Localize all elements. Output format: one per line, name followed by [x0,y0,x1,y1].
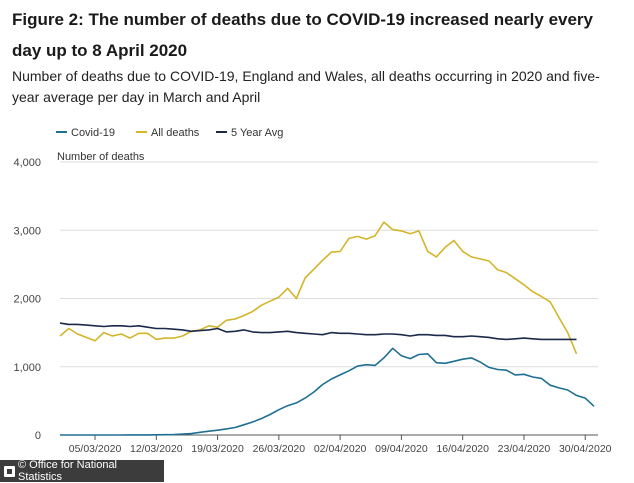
legend-label-all_deaths: All deaths [151,127,200,139]
x-tick-label: 05/03/2020 [69,443,122,455]
y-axis-label: Number of deaths [57,151,145,163]
x-tick-label: 09/04/2020 [375,443,428,455]
x-axis-ticks: 05/03/2020 12/03/2020 19/03/2020 26/03/2020… [69,435,612,455]
chart-legend: Covid-19 All deaths 5 Year Avg [56,127,283,139]
x-tick-label: 19/03/2020 [191,443,244,455]
series-line-all_deaths [59,221,578,355]
source-text: © Office for National Statistics [18,459,117,483]
y-tick-label: 4,000 [13,157,41,169]
legend-label-covid: Covid-19 [71,127,115,139]
figure-subtitle: Number of deaths due to COVID-19, Englan… [12,68,600,105]
y-tick-label: 2,000 [13,294,41,306]
x-tick-label: 30/04/2020 [559,443,612,455]
x-tick-label: 26/03/2020 [253,443,306,455]
x-tick-label: 16/04/2020 [436,443,489,455]
y-axis-ticks: 0 1,000 2,000 3,000 4,000 [13,157,41,442]
y-tick-label: 3,000 [13,225,41,237]
ons-logo-icon [4,465,15,477]
y-tick-label: 0 [35,430,41,442]
series-lines [59,221,595,436]
source-footer: © Office for National Statistics [0,459,164,483]
x-tick-label: 23/04/2020 [498,443,551,455]
series-line-avg [59,322,577,341]
line-chart: Covid-19 All deaths 5 Year Avg Number of d… [13,127,612,455]
grid-lines [60,161,598,436]
y-tick-label: 1,000 [13,362,41,374]
series-line-covid [60,347,595,436]
legend-label-avg: 5 Year Avg [231,127,283,139]
x-tick-label: 12/03/2020 [130,443,183,455]
x-tick-label: 02/04/2020 [314,443,367,455]
figure-title: Figure 2: The number of deaths due to CO… [12,10,593,60]
